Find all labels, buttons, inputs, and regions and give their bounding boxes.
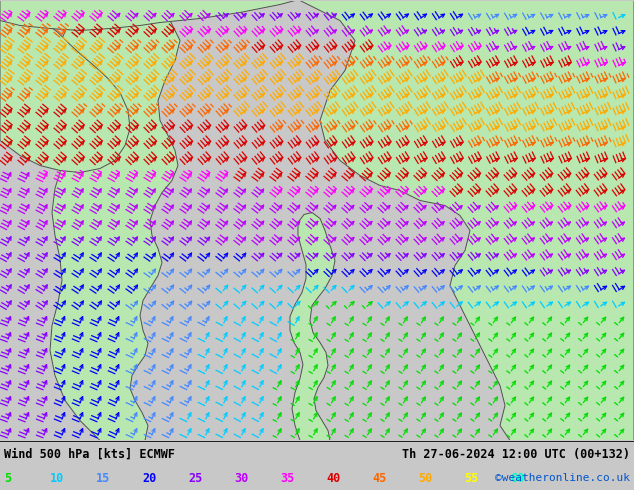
Text: ©weatheronline.co.uk: ©weatheronline.co.uk [495, 473, 630, 483]
Text: Wind 500 hPa [kts] ECMWF: Wind 500 hPa [kts] ECMWF [4, 447, 175, 461]
Polygon shape [300, 0, 634, 441]
Text: 20: 20 [142, 471, 156, 485]
Text: 40: 40 [326, 471, 340, 485]
Text: 45: 45 [372, 471, 386, 485]
Text: 55: 55 [464, 471, 478, 485]
Polygon shape [0, 0, 130, 172]
Text: 30: 30 [234, 471, 249, 485]
Text: 15: 15 [96, 471, 110, 485]
Text: 35: 35 [280, 471, 294, 485]
Polygon shape [0, 0, 295, 30]
Text: 10: 10 [50, 471, 64, 485]
Text: 25: 25 [188, 471, 202, 485]
Text: Th 27-06-2024 12:00 UTC (00+132): Th 27-06-2024 12:00 UTC (00+132) [402, 447, 630, 461]
Text: 50: 50 [418, 471, 432, 485]
Text: 5: 5 [4, 471, 11, 485]
Polygon shape [50, 0, 180, 441]
Text: 60: 60 [510, 471, 524, 485]
Polygon shape [290, 213, 335, 441]
